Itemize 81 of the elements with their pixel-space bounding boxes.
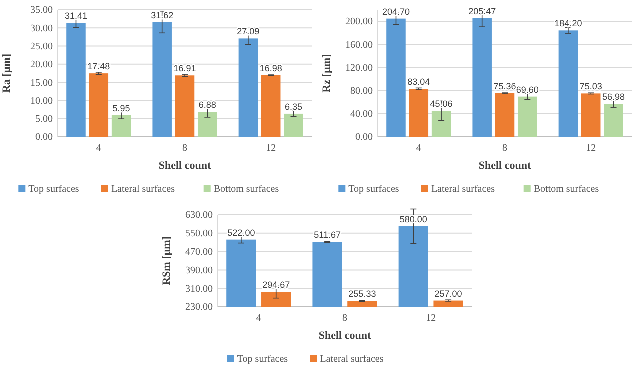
bar: [495, 93, 515, 137]
y-tick-label: 35.00: [30, 5, 53, 16]
bar: [558, 30, 578, 137]
data-label: 17.48: [88, 62, 110, 72]
legend-label: Lateral surfaces: [111, 184, 176, 196]
y-tick-label: 120.00: [346, 62, 373, 74]
data-label: 16.91: [174, 64, 196, 74]
data-label: 294.67: [262, 280, 290, 290]
y-tick-label: 15.00: [30, 78, 53, 89]
y-tick-label: 470.00: [186, 247, 213, 258]
data-label: 56.98: [602, 92, 626, 102]
bar: [112, 115, 132, 137]
data-label: 257.00: [434, 288, 462, 299]
data-label: 27.09: [237, 26, 260, 37]
bar: [604, 104, 624, 137]
bar: [284, 114, 304, 137]
legend-label: Lateral surfaces: [431, 184, 496, 196]
x-tick-label: 4: [416, 143, 422, 154]
legend-label: Bottom surfaces: [534, 184, 600, 196]
y-tick-label: 160.00: [346, 40, 373, 51]
y-tick-label: 0.00: [36, 132, 53, 144]
bar: [66, 23, 86, 137]
y-axis-title: RSm [µm]: [161, 236, 173, 286]
x-axis-title: Shell count: [318, 330, 372, 342]
y-tick-label: 5.00: [36, 114, 53, 126]
data-label: 69.60: [516, 84, 539, 95]
legend-label: Lateral surfaces: [320, 354, 384, 366]
bar: [472, 18, 492, 137]
x-tick-label: 8: [182, 143, 188, 154]
data-label: 184.20: [554, 18, 582, 29]
bar: [518, 96, 538, 137]
data-label: 522.00: [228, 228, 256, 238]
bar: [386, 18, 406, 137]
x-axis-title: Shell count: [478, 160, 532, 172]
bar: [238, 38, 258, 137]
y-tick-label: 40.00: [350, 109, 373, 120]
x-tick-label: 12: [586, 143, 596, 154]
bar: [409, 89, 429, 137]
data-label: 75.03: [580, 82, 602, 92]
y-tick-label: 200.00: [346, 16, 373, 28]
x-tick-label: 12: [426, 313, 436, 324]
data-label: 511.67: [314, 230, 341, 240]
data-label: 6.35: [284, 102, 303, 112]
x-tick-label: 12: [266, 143, 276, 154]
y-tick-label: 550.00: [186, 228, 213, 240]
bar: [261, 75, 281, 137]
legend-label: Top surfaces: [28, 184, 80, 196]
data-label: 204.70: [382, 6, 410, 17]
y-tick-label: 25.00: [30, 41, 53, 52]
data-label: 5.95: [112, 103, 130, 114]
legend-label: Bottom surfaces: [214, 184, 280, 196]
y-tick-label: 80.00: [350, 86, 373, 98]
bar: [175, 76, 195, 137]
y-tick-label: 390.00: [186, 265, 213, 276]
x-tick-label: 8: [502, 143, 508, 154]
bar: [432, 110, 452, 137]
data-label: 255.33: [348, 289, 376, 300]
legend-label: Top surfaces: [348, 184, 400, 196]
data-label: 6.88: [198, 100, 216, 110]
legend-label: Top surfaces: [237, 354, 288, 366]
data-label: 83.04: [408, 77, 430, 88]
data-label: 31.41: [64, 11, 88, 22]
x-axis-title: Shell count: [158, 160, 212, 172]
y-tick-label: 30.00: [30, 23, 53, 34]
y-tick-label: 310.00: [186, 284, 213, 295]
y-tick-label: 0.00: [356, 132, 373, 144]
y-tick-label: 20.00: [30, 60, 53, 71]
data-label: 16.98: [260, 63, 282, 74]
x-tick-label: 8: [342, 313, 348, 324]
bar: [152, 22, 172, 137]
y-tick-label: 10.00: [30, 96, 53, 107]
bar: [89, 74, 109, 137]
y-axis-title: Rz [µm]: [321, 54, 333, 93]
y-axis-title: Ra [µm]: [1, 54, 13, 94]
y-tick-label: 630.00: [186, 210, 213, 222]
x-tick-label: 4: [96, 143, 102, 154]
bar: [581, 94, 601, 137]
x-tick-label: 4: [256, 313, 262, 324]
y-tick-label: 230.00: [186, 302, 213, 314]
bar: [198, 112, 218, 137]
data-label: 75.36: [494, 81, 516, 92]
